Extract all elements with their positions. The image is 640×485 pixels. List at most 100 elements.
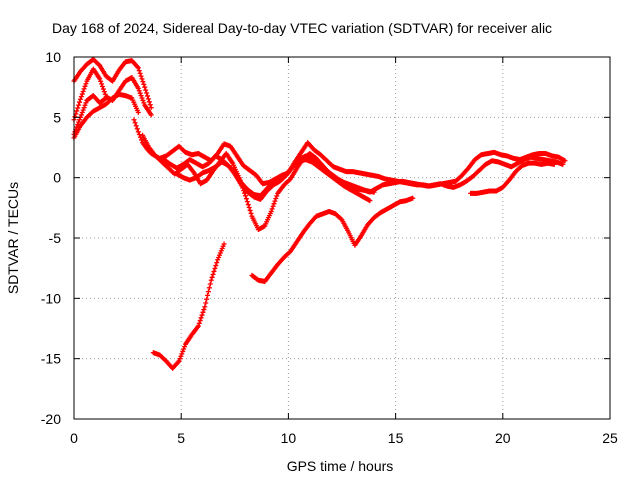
data-point (182, 344, 188, 350)
data-point (136, 132, 142, 138)
data-point (102, 96, 108, 102)
data-point (551, 161, 557, 167)
data-point (74, 108, 80, 114)
data-point (83, 100, 89, 106)
data-point (80, 88, 86, 94)
data-point (76, 102, 82, 108)
x-tick-label: 25 (602, 430, 618, 446)
data-point (244, 199, 250, 205)
data-point (79, 110, 85, 116)
data-point (562, 158, 568, 164)
data-point (214, 260, 220, 266)
data-point (247, 207, 253, 213)
data-point (197, 318, 203, 324)
data-point (131, 117, 137, 123)
data-point (135, 129, 141, 135)
data-series-track-10 (150, 241, 227, 371)
data-point (243, 196, 249, 202)
data-point (82, 83, 88, 89)
data-point (338, 216, 344, 222)
data-point (201, 307, 207, 313)
data-point (195, 323, 201, 329)
data-point (136, 68, 142, 74)
data-point (79, 91, 85, 97)
data-series-track-11 (249, 195, 416, 284)
data-series-track-4 (71, 93, 109, 137)
y-tick-label: -10 (41, 290, 61, 306)
data-point (135, 85, 141, 91)
data-point (181, 346, 187, 352)
data-point (274, 193, 280, 199)
data-point (138, 93, 144, 99)
data-point (178, 353, 184, 359)
y-tick-label: -15 (41, 351, 61, 367)
data-point (98, 78, 104, 84)
data-point (367, 198, 373, 204)
data-point (141, 81, 147, 87)
x-tick-label: 10 (281, 430, 297, 446)
data-point (97, 76, 103, 82)
data-point (410, 195, 416, 201)
tick-labels-layer: 0 5 10 15 20 25 -20 -15 -10 -5 0 5 10 (41, 49, 618, 446)
x-axis-label: GPS time / hours (287, 458, 394, 474)
data-point (75, 105, 81, 111)
data-point (135, 110, 141, 116)
data-point (142, 84, 148, 90)
data-point (143, 87, 149, 93)
data-point (77, 117, 83, 123)
data-point (199, 312, 205, 318)
data-point (200, 309, 206, 315)
data-point (212, 266, 218, 272)
data-point (101, 89, 107, 95)
data-point (209, 274, 215, 280)
data-point (139, 95, 145, 101)
data-point (137, 70, 143, 76)
data-point (136, 88, 142, 94)
data-point (140, 97, 146, 103)
data-series-track-8 (174, 157, 373, 204)
data-point (272, 198, 278, 204)
data-point (100, 86, 106, 92)
data-point (180, 348, 186, 354)
data-point (560, 161, 566, 167)
data-point (179, 351, 185, 357)
data-point (198, 315, 204, 321)
data-point (80, 107, 86, 113)
data-point (269, 206, 275, 212)
data-point (145, 93, 151, 99)
data-point (221, 241, 227, 247)
data-point (132, 120, 138, 126)
data-point (81, 86, 87, 92)
y-tick-label: -5 (49, 230, 62, 246)
data-point (196, 320, 202, 326)
data-point (273, 196, 279, 202)
data-point (74, 124, 80, 130)
x-tick-label: 0 (70, 430, 78, 446)
data-point (140, 79, 146, 85)
data-point (205, 289, 211, 295)
x-tick-label: 15 (388, 430, 404, 446)
chart-title: Day 168 of 2024, Sidereal Day-to-day VTE… (52, 20, 552, 36)
data-point (137, 90, 143, 96)
y-tick-label: 0 (53, 170, 61, 186)
data-point (82, 102, 88, 108)
ticks-layer (73, 56, 611, 420)
y-tick-label: -20 (41, 411, 61, 427)
x-tick-label: 5 (177, 430, 185, 446)
data-point (78, 94, 84, 100)
data-point (245, 202, 251, 208)
data-point (103, 95, 109, 101)
data-point (202, 304, 208, 310)
data-point (141, 100, 147, 106)
data-point (139, 76, 145, 82)
data-point (177, 356, 183, 362)
data-series-track-9 (468, 160, 557, 196)
data-point (135, 65, 141, 71)
data-point (270, 203, 276, 209)
data-point (134, 126, 140, 132)
data-point (210, 271, 216, 277)
data-point (146, 99, 152, 105)
data-point (208, 277, 214, 283)
grid-layer (74, 57, 610, 419)
